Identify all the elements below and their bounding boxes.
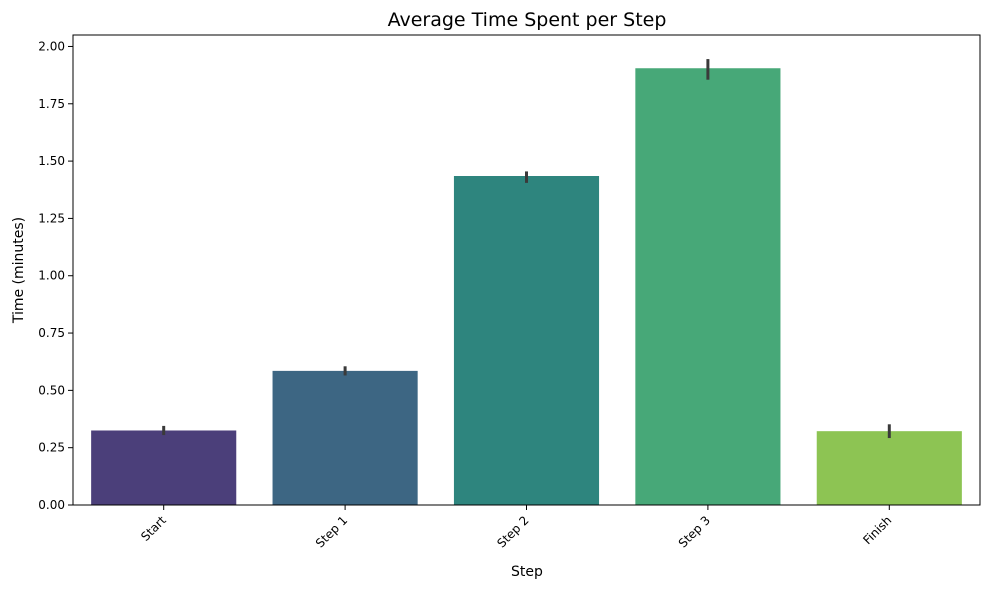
bar xyxy=(816,431,962,505)
x-axis-title: Step xyxy=(511,564,543,580)
y-tick-label: 1.75 xyxy=(38,97,65,111)
x-tick-label: Start xyxy=(138,513,169,544)
y-axis-title: Time (minutes) xyxy=(11,217,27,324)
x-tick-label: Finish xyxy=(860,513,894,547)
x-tick-label: Step 1 xyxy=(313,513,350,550)
bar xyxy=(635,68,781,506)
axes-frame xyxy=(72,34,981,506)
x-tick-label: Step 2 xyxy=(494,513,531,550)
bar xyxy=(453,176,600,505)
y-tick-label: 1.25 xyxy=(38,211,65,225)
bar xyxy=(91,430,237,505)
y-tick-label: 1.50 xyxy=(38,154,65,168)
y-tick-label: 0.25 xyxy=(38,441,65,455)
x-tick-label: Step 3 xyxy=(676,513,713,550)
y-tick-label: 0.75 xyxy=(38,326,65,340)
y-tick-label: 1.00 xyxy=(38,269,65,283)
y-tick-label: 2.00 xyxy=(38,39,65,53)
chart-title: Average Time Spent per Step xyxy=(388,9,667,31)
bar xyxy=(272,370,418,505)
y-tick-label: 0.00 xyxy=(38,498,65,512)
plot-area: 0.00 0.25 0.50 0.75 1.00 1.25 1.50 1.75 2.00 Star… xyxy=(38,34,981,551)
y-tick-label: 0.50 xyxy=(38,383,65,397)
